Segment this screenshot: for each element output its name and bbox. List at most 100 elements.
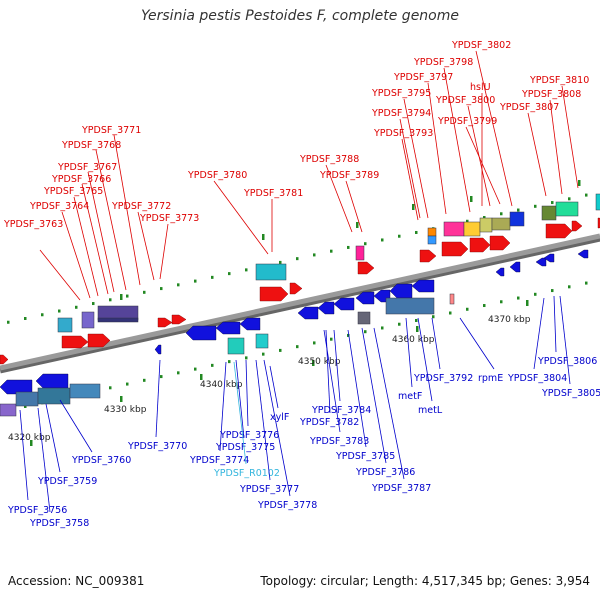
- leader-line-bottom: [459, 317, 495, 370]
- leader-line-bottom: [255, 359, 271, 481]
- leader-line-top: [475, 50, 513, 207]
- feature-tick: [356, 222, 359, 228]
- upper-tick: [228, 272, 231, 276]
- gene-label-top: YPDSF_3799: [437, 116, 497, 127]
- gene-label-bottom: YPDSF_3792: [413, 373, 473, 384]
- scale-label: 4330 kbp: [104, 405, 147, 415]
- gene-label-bottom: YPDSF_3783: [309, 436, 369, 447]
- gene-label-top: YPDSF_3773: [139, 213, 199, 224]
- gene-box: [449, 293, 455, 305]
- upper-tick: [279, 260, 282, 264]
- leader-line-bottom: [245, 359, 249, 427]
- gene-label-top: YPDSF_3807: [499, 102, 559, 113]
- scale-label: 4350 kbp: [298, 357, 341, 367]
- gene-label-top: YPDSF_3763: [3, 219, 63, 230]
- lower-tick: [415, 318, 418, 322]
- lower-tick: [568, 285, 571, 289]
- leader-line-bottom: [431, 317, 441, 370]
- gene-box: [443, 221, 465, 237]
- leader-line-bottom: [559, 295, 571, 385]
- feature-tick: [120, 396, 123, 402]
- gene-label-top: YPDSF_3771: [81, 125, 141, 136]
- upper-tick: [347, 245, 350, 249]
- lower-tick: [432, 315, 435, 319]
- reverse-gene: [333, 297, 355, 311]
- feature-tick: [416, 326, 419, 332]
- lower-tick: [245, 356, 248, 360]
- feature-tick: [200, 374, 203, 380]
- gene-label-top: YPDSF_3764: [29, 201, 89, 212]
- gene-box: [97, 317, 139, 323]
- upper-tick: [143, 290, 146, 294]
- scale-label: 4370 kbp: [488, 315, 531, 325]
- upper-tick: [551, 201, 554, 205]
- gene-label-top: YPDSF_3794: [371, 108, 431, 119]
- leader-line-top: [427, 82, 447, 215]
- gene-box: [509, 211, 525, 227]
- gene-label-bottom: YPDSF_3756: [7, 505, 67, 516]
- leader-line-top: [73, 196, 99, 297]
- upper-tick: [313, 253, 316, 257]
- gene-label-bottom: YPDSF_3777: [239, 484, 299, 495]
- gene-label-top: YPDSF_3798: [413, 57, 473, 68]
- gene-label-bottom: YPDSF_3760: [71, 455, 131, 466]
- upper-tick: [568, 197, 571, 201]
- leader-line-bottom: [553, 295, 557, 353]
- feature-tick: [30, 440, 33, 446]
- reverse-gene: [239, 317, 261, 331]
- forward-gene: [571, 220, 583, 232]
- leader-line-bottom: [45, 403, 61, 473]
- upper-tick: [92, 302, 95, 306]
- leader-line-bottom: [155, 359, 161, 438]
- lower-tick: [517, 296, 520, 300]
- lower-tick: [143, 378, 146, 382]
- reverse-gene: [535, 257, 547, 267]
- reverse-gene: [389, 283, 413, 299]
- accession-text: Accession: NC_009381: [8, 574, 145, 588]
- forward-gene: [171, 314, 187, 325]
- upper-tick: [126, 294, 129, 298]
- gene-box: [357, 311, 371, 325]
- leader-line-top: [113, 134, 141, 286]
- upper-tick: [500, 212, 503, 216]
- gene-box: [355, 245, 365, 261]
- scale-label: 4340 kbp: [200, 380, 243, 390]
- leader-line-bottom: [263, 359, 291, 497]
- lower-tick: [500, 300, 503, 304]
- gene-label-bottom: metF: [398, 391, 422, 402]
- leader-line-bottom: [233, 361, 247, 465]
- leader-line-bottom: [325, 329, 331, 414]
- gene-label-top: YPDSF_3768: [61, 140, 121, 151]
- gene-box: [37, 387, 71, 405]
- leader-line-top: [465, 126, 501, 205]
- gene-label-top: YPDSF_3780: [187, 170, 247, 181]
- leader-line-bottom: [19, 409, 29, 501]
- leader-line-top: [345, 180, 363, 233]
- upper-tick: [415, 230, 418, 234]
- upper-tick: [24, 317, 27, 320]
- leader-line-bottom: [219, 361, 227, 452]
- lower-tick: [381, 326, 384, 330]
- lower-tick: [313, 341, 316, 345]
- reverse-gene: [0, 379, 33, 395]
- upper-tick: [211, 275, 214, 279]
- gene-box: [541, 205, 557, 221]
- upper-tick: [534, 204, 537, 208]
- gene-box: [427, 227, 437, 237]
- leader-line-bottom: [417, 317, 433, 402]
- forward-gene: [157, 317, 173, 328]
- leader-line-bottom: [323, 329, 341, 433]
- lower-tick: [398, 322, 401, 326]
- lower-tick: [483, 304, 486, 308]
- leader-line-bottom: [405, 317, 413, 388]
- reverse-gene: [411, 279, 435, 293]
- forward-gene: [469, 237, 491, 253]
- gene-label-top: YPDSF_3800: [435, 95, 495, 106]
- lower-tick: [211, 363, 214, 367]
- leader-line-top: [87, 171, 115, 293]
- leader-line-bottom: [37, 407, 51, 513]
- gene-box: [81, 311, 95, 329]
- upper-tick: [483, 216, 486, 220]
